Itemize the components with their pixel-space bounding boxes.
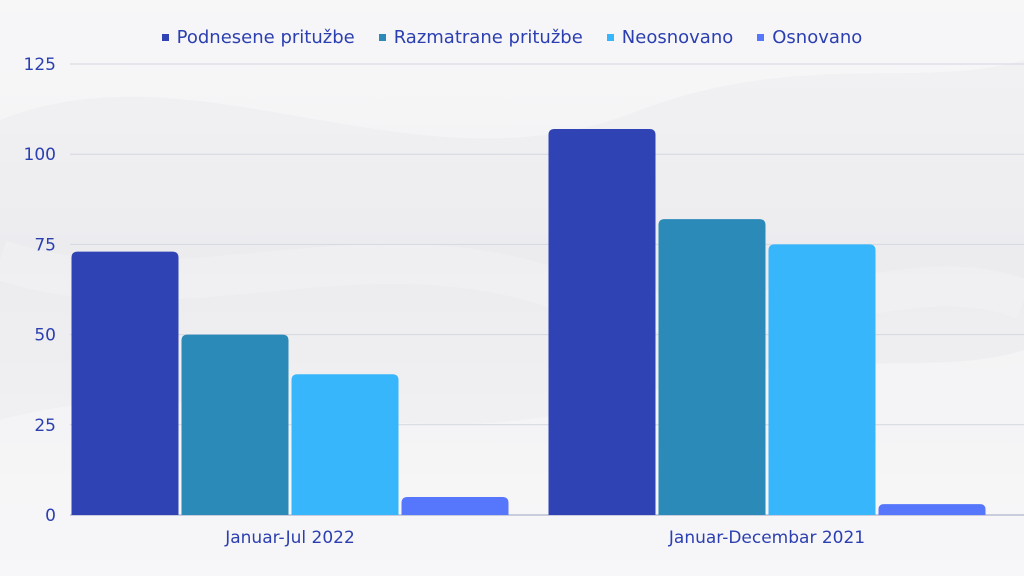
bar: [401, 496, 509, 515]
y-tick-label: 50: [34, 326, 56, 346]
legend-item: Podnesene pritužbe: [161, 27, 355, 48]
legend-swatch: [378, 34, 386, 41]
bar: [291, 374, 399, 515]
y-tick-label: 0: [45, 506, 56, 526]
legend-item: Neosnovano: [606, 27, 734, 48]
bar: [548, 128, 656, 515]
bar: [181, 334, 289, 515]
chart-legend: Podnesene pritužbe Razmatrane pritužbe Neo…: [0, 27, 1024, 48]
y-tick-label: 75: [34, 235, 56, 255]
legend-swatch: [161, 34, 169, 41]
legend-label: Osnovano: [772, 27, 863, 48]
legend-swatch: [757, 34, 765, 41]
y-tick-label: 100: [24, 145, 56, 165]
legend-label: Razmatrane pritužbe: [393, 27, 583, 48]
legend-item: Osnovano: [757, 27, 862, 48]
legend-item: Razmatrane pritužbe: [378, 27, 583, 48]
y-tick-label: 25: [34, 416, 56, 436]
bar: [71, 251, 179, 515]
bar: [658, 219, 766, 516]
bar: [768, 244, 876, 515]
x-category-label: Januar-Decembar 2021: [668, 528, 865, 548]
bar: [878, 504, 986, 515]
x-category-label: Januar-Jul 2022: [224, 528, 355, 548]
legend-label: Podnesene pritužbe: [176, 27, 355, 48]
y-tick-label: 125: [24, 55, 56, 75]
legend-swatch: [606, 34, 614, 41]
legend-label: Neosnovano: [621, 27, 734, 48]
